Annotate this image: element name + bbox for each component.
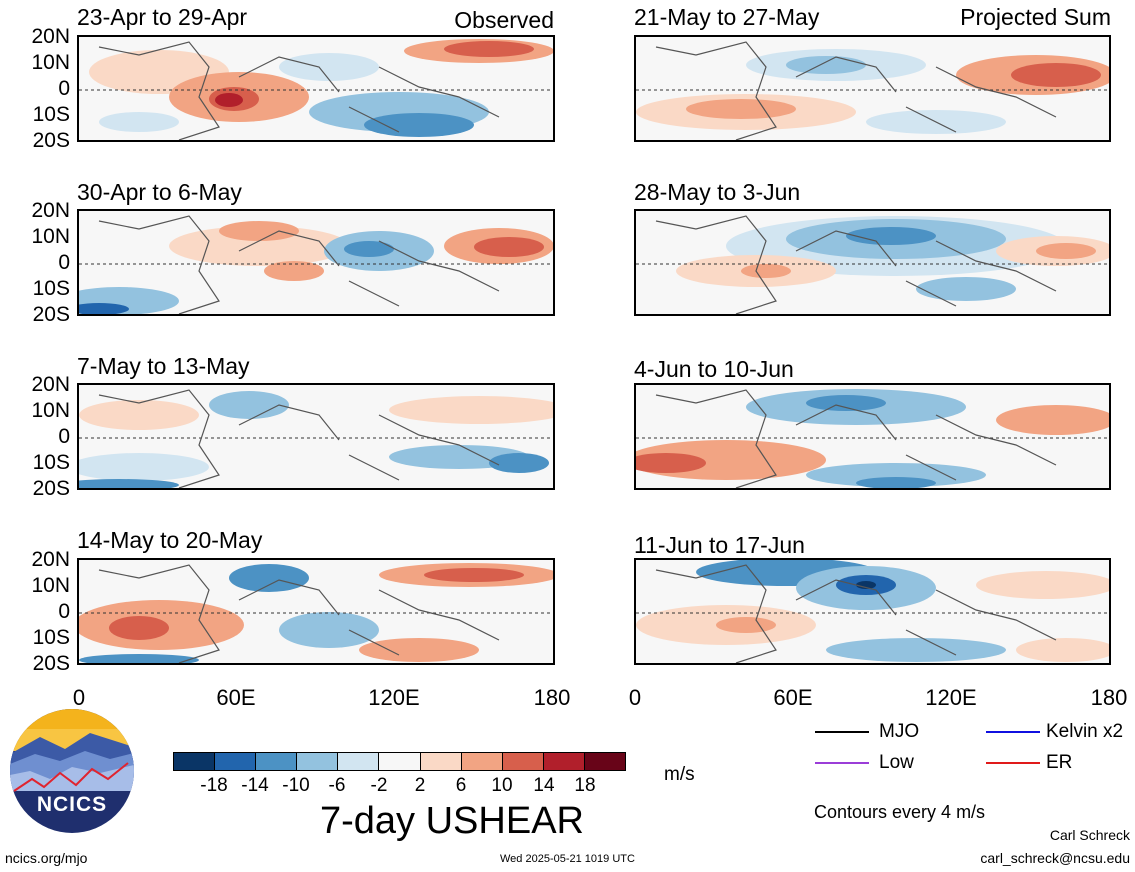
colorbar-cell	[379, 753, 421, 770]
colorbar-units: m/s	[664, 764, 695, 785]
colorbar-tick: 6	[455, 775, 467, 796]
shear-map	[636, 37, 1109, 140]
footer-email: carl_schreck@ncsu.edu	[980, 850, 1130, 866]
footer-author: Carl Schreck	[1049, 827, 1130, 843]
colorbar-tick: 14	[533, 775, 555, 796]
shear-map	[636, 211, 1109, 314]
shear-map	[636, 385, 1109, 488]
legend-label-mjo: MJO	[879, 721, 920, 742]
footer-url: ncics.org/mjo	[5, 850, 88, 866]
lon-label: 0	[72, 685, 86, 710]
lat-label: 0	[58, 77, 70, 100]
legend-line-kelvin	[986, 731, 1040, 733]
panel-title-proj-1: 21-May to 27-May	[634, 4, 820, 30]
colorbar-cell	[420, 753, 462, 770]
lat-label: 20S	[32, 129, 70, 152]
shear-map	[79, 211, 553, 314]
lat-label: 10S	[32, 103, 70, 126]
lat-label: 10S	[32, 277, 70, 300]
colorbar-cell	[584, 753, 626, 770]
colorbar-cell	[174, 753, 216, 770]
lat-label: 20S	[32, 652, 70, 675]
colorbar-cell	[461, 753, 503, 770]
lat-label: 20N	[31, 373, 70, 396]
lat-label: 10N	[31, 51, 70, 74]
colorbar-tick: -18	[200, 775, 228, 796]
logo-text: NCICS	[36, 793, 108, 816]
legend-line-low	[815, 762, 869, 764]
shear-map	[636, 560, 1109, 663]
lat-label: 20N	[31, 199, 70, 222]
colorbar-cell	[543, 753, 585, 770]
lat-label: 0	[58, 425, 70, 448]
colorbar-tick: 18	[574, 775, 596, 796]
figure-title: 7-day USHEAR	[320, 800, 584, 842]
map-panel-proj-1	[634, 35, 1111, 142]
lon-label: 120E	[925, 685, 977, 710]
legend-label-low: Low	[879, 752, 914, 773]
lat-label: 20N	[31, 25, 70, 48]
shear-map	[79, 37, 553, 140]
lat-label: 10N	[31, 574, 70, 597]
lat-label: 0	[58, 251, 70, 274]
lat-label: 10N	[31, 399, 70, 422]
observed-header: Observed	[454, 7, 554, 33]
lon-label: 60E	[773, 685, 813, 710]
legend-line-mjo	[815, 731, 869, 733]
lat-label: 20N	[31, 548, 70, 571]
map-panel-proj-3	[634, 383, 1111, 490]
lat-label: 20S	[32, 477, 70, 500]
colorbar-tick: -10	[282, 775, 310, 796]
lat-label: 20S	[32, 303, 70, 326]
map-panel-obs-1	[77, 35, 555, 142]
colorbar-cell	[215, 753, 257, 770]
colorbar-tick: -14	[241, 775, 269, 796]
colorbar-tick: -2	[370, 775, 388, 796]
lat-label: 10S	[32, 451, 70, 474]
map-panel-obs-3	[77, 383, 555, 490]
colorbar-cell	[338, 753, 380, 770]
panel-title-obs-2: 30-Apr to 6-May	[77, 179, 242, 205]
lon-label: 180	[1090, 685, 1128, 710]
legend-label-kelvin: Kelvin x2	[1046, 721, 1124, 742]
footer-timestamp: Wed 2025-05-21 1019 UTC	[500, 853, 635, 865]
map-panel-obs-2	[77, 209, 555, 316]
shear-map	[79, 560, 553, 663]
lon-label: 60E	[216, 685, 256, 710]
colorbar-cell	[502, 753, 544, 770]
colorbar	[173, 752, 626, 771]
shear-map	[79, 385, 553, 488]
lon-label: 180	[533, 685, 571, 710]
colorbar-cell	[256, 753, 298, 770]
lat-label: 10S	[32, 626, 70, 649]
panel-title-obs-3: 7-May to 13-May	[77, 353, 250, 379]
panel-title-proj-3: 4-Jun to 10-Jun	[634, 356, 794, 382]
lat-label: 0	[58, 600, 70, 623]
map-panel-obs-4	[77, 558, 555, 665]
colorbar-tick: 10	[491, 775, 513, 796]
lon-label: 0	[628, 685, 642, 710]
legend-line-er	[986, 762, 1040, 764]
lat-label: 10N	[31, 225, 70, 248]
legend-label-er: ER	[1046, 752, 1073, 773]
colorbar-tick: 2	[414, 775, 426, 796]
colorbar-tick: -6	[328, 775, 346, 796]
panel-title-obs-4: 14-May to 20-May	[77, 527, 263, 553]
lon-label: 120E	[368, 685, 420, 710]
map-panel-proj-2	[634, 209, 1111, 316]
colorbar-cell	[297, 753, 339, 770]
projected-header: Projected Sum	[960, 4, 1111, 30]
map-panel-proj-4	[634, 558, 1111, 665]
panel-title-proj-4: 11-Jun to 17-Jun	[634, 532, 805, 558]
ncics-logo: NCICS	[10, 709, 134, 833]
panel-title-proj-2: 28-May to 3-Jun	[634, 179, 801, 205]
contour-note: Contours every 4 m/s	[814, 802, 986, 822]
panel-title-obs-1: 23-Apr to 29-Apr	[77, 4, 248, 30]
